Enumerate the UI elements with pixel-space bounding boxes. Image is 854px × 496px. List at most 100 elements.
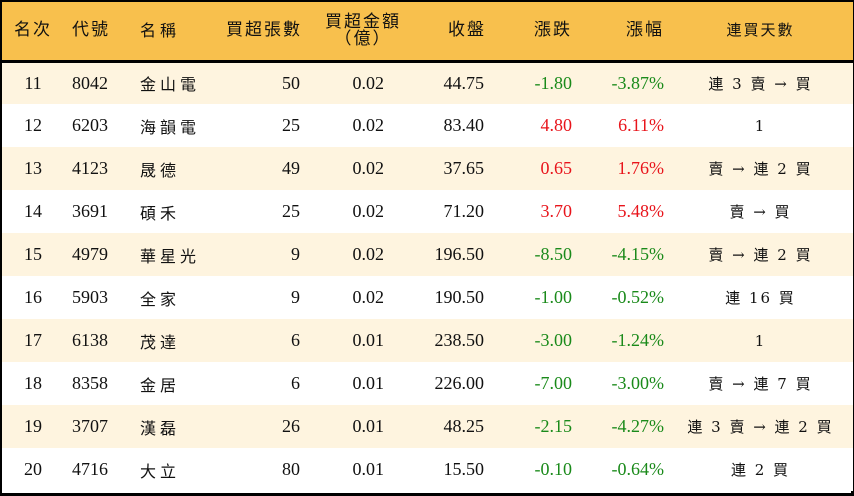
change-pct-cell: 6.11%	[618, 115, 664, 135]
stock-name-cell: 金居	[140, 375, 181, 395]
header-change-pct: 漲幅	[580, 2, 668, 63]
stock-code-cell: 6138	[72, 330, 108, 350]
consecutive-buy-days-cell: 賣 → 買	[729, 203, 792, 221]
change-cell: 4.80	[540, 115, 573, 135]
table-row: 12 6203 海韻電 25 0.02 83.40 4.80 6.11% 1	[2, 104, 853, 147]
table-row: 14 3691 碩禾 25 0.02 71.20 3.70 5.48% 賣 → …	[2, 190, 853, 233]
stock-name-cell: 漢磊	[140, 418, 181, 438]
net-buy-lots-cell: 80	[282, 459, 300, 479]
header-net-buy-amount-line1: 買超金額	[325, 11, 401, 32]
table-row: 20 4716 大立 80 0.01 15.50 -0.10 -0.64% 連 …	[2, 448, 853, 491]
stock-name-cell: 全家	[140, 289, 181, 309]
close-price-cell: 15.50	[443, 459, 485, 479]
net-buy-amount-cell: 0.02	[352, 158, 385, 178]
rank-cell: 17	[24, 330, 42, 350]
rank-cell: 11	[24, 72, 42, 93]
net-buy-amount-cell: 0.01	[352, 373, 385, 393]
header-rank: 名次	[2, 2, 64, 63]
change-cell: -0.10	[534, 459, 573, 479]
header-close: 收盤	[404, 2, 492, 63]
rank-cell: 12	[24, 115, 42, 135]
net-buy-amount-cell: 0.02	[352, 244, 385, 264]
header-code: 代號	[64, 2, 132, 63]
change-pct-cell: -4.15%	[611, 244, 665, 264]
net-buy-lots-cell: 25	[282, 201, 300, 221]
stock-name-cell: 大立	[140, 461, 181, 481]
consecutive-buy-days-cell: 賣 → 連 2 買	[708, 246, 813, 264]
table-row: 16 5903 全家 9 0.02 190.50 -1.00 -0.52% 連 …	[2, 276, 853, 319]
net-buy-lots-cell: 50	[282, 72, 300, 93]
close-price-cell: 226.00	[434, 373, 485, 393]
close-price-cell: 48.25	[443, 416, 485, 436]
consecutive-buy-days-cell: 連 3 賣 → 連 2 買	[687, 418, 834, 436]
stock-code-cell: 8042	[72, 72, 108, 93]
net-buy-lots-cell: 9	[291, 287, 300, 307]
net-buy-amount-cell: 0.01	[352, 416, 385, 436]
close-price-cell: 83.40	[443, 115, 485, 135]
stock-code-cell: 4123	[72, 158, 108, 178]
stock-name-cell: 碩禾	[140, 203, 181, 223]
change-pct-cell: -0.52%	[611, 287, 665, 307]
net-buy-lots-cell: 26	[282, 416, 300, 436]
net-buy-lots-cell: 9	[291, 244, 300, 264]
net-buy-lots-cell: 49	[282, 158, 300, 178]
consecutive-buy-days-cell: 連 2 買	[730, 461, 791, 479]
table-row: 18 8358 金居 6 0.01 226.00 -7.00 -3.00% 賣 …	[2, 362, 853, 405]
close-price-cell: 190.50	[434, 287, 485, 307]
change-cell: 3.70	[540, 201, 573, 221]
header-change: 漲跌	[492, 2, 580, 63]
change-pct-cell: 5.48%	[617, 201, 665, 221]
stock-name-cell: 海韻電	[140, 117, 201, 137]
close-price-cell: 196.50	[434, 244, 485, 264]
rank-cell: 18	[24, 373, 42, 393]
stock-code-cell: 3691	[72, 201, 108, 221]
change-cell: -2.15	[534, 416, 573, 436]
change-pct-cell: -1.24%	[611, 330, 665, 350]
rank-cell: 13	[24, 158, 42, 178]
consecutive-buy-days-cell: 連 3 賣 → 買	[708, 74, 813, 93]
rank-cell: 14	[24, 201, 42, 221]
change-cell: -3.00	[534, 330, 573, 350]
net-buy-lots-cell: 6	[291, 330, 300, 350]
stock-code-cell: 4716	[72, 459, 108, 479]
rank-cell: 16	[24, 287, 42, 307]
consecutive-buy-days-cell: 1	[754, 116, 767, 135]
change-cell: -1.00	[534, 287, 573, 307]
header-consecutive-buy-days: 連買天數	[668, 2, 853, 63]
change-cell: 0.65	[540, 158, 573, 178]
change-pct-cell: 1.76%	[617, 158, 665, 178]
consecutive-buy-days-cell: 1	[754, 331, 767, 350]
table-row: 17 6138 茂達 6 0.01 238.50 -3.00 -1.24% 1	[2, 319, 853, 362]
net-buy-amount-cell: 0.01	[352, 459, 385, 479]
stock-code-cell: 4979	[72, 244, 108, 264]
table-header-row: 名次 代號 名稱 買超張數 買超金額 （億） 收盤 漲跌 漲幅 連買天數	[2, 2, 853, 63]
stock-name-cell: 金山電	[140, 75, 201, 95]
table-row: 15 4979 華星光 9 0.02 196.50 -8.50 -4.15% 賣…	[2, 233, 853, 276]
header-net-buy-amount-line2: （億）	[334, 28, 392, 49]
net-buy-amount-cell: 0.02	[352, 115, 385, 135]
consecutive-buy-days-cell: 賣 → 連 7 買	[708, 375, 813, 393]
change-pct-cell: -0.64%	[611, 459, 665, 479]
change-cell: -7.00	[534, 373, 573, 393]
rank-cell: 20	[24, 459, 42, 479]
change-pct-cell: -4.27%	[611, 416, 665, 436]
stock-name-cell: 晟德	[140, 160, 181, 180]
change-pct-cell: -3.00%	[611, 373, 665, 393]
net-buy-lots-cell: 25	[282, 115, 300, 135]
net-buy-lots-cell: 6	[291, 373, 300, 393]
consecutive-buy-days-cell: 賣 → 連 2 買	[708, 160, 813, 178]
rank-cell: 19	[24, 416, 42, 436]
change-cell: -1.80	[534, 72, 573, 93]
close-price-cell: 238.50	[434, 330, 485, 350]
stock-code-cell: 5903	[72, 287, 108, 307]
table-row: 13 4123 晟德 49 0.02 37.65 0.65 1.76% 賣 → …	[2, 147, 853, 190]
stock-code-cell: 8358	[72, 373, 108, 393]
header-net-buy-amount: 買超金額 （億）	[308, 2, 404, 63]
net-buy-amount-cell: 0.02	[352, 72, 385, 93]
close-price-cell: 37.65	[443, 158, 485, 178]
close-price-cell: 71.20	[443, 201, 485, 221]
stock-name-cell: 茂達	[140, 332, 181, 352]
stock-code-cell: 3707	[72, 416, 108, 436]
